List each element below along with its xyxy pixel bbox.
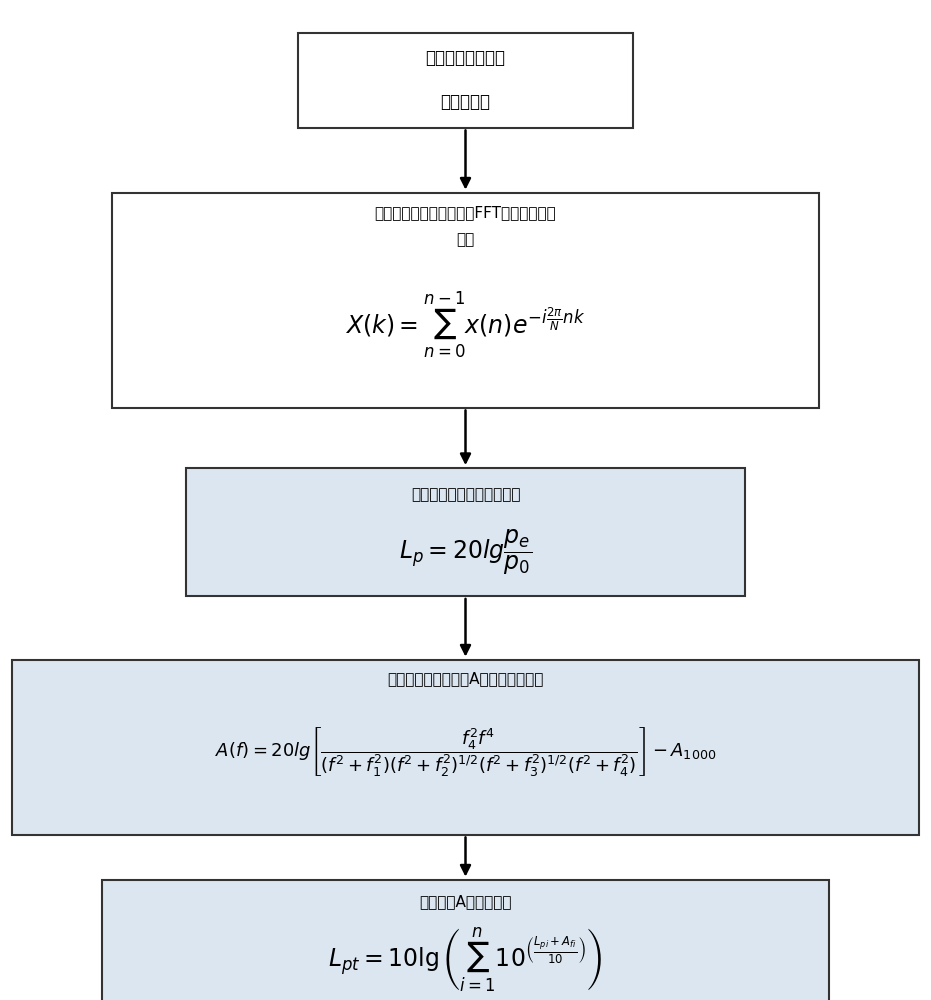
FancyBboxPatch shape xyxy=(186,468,745,596)
FancyBboxPatch shape xyxy=(12,660,920,834)
FancyBboxPatch shape xyxy=(298,32,633,127)
Text: 声声压信号: 声声压信号 xyxy=(440,93,491,111)
Text: $A(f) = 20lg\left[\dfrac{f_4^2 f^4}{(f^2+f_1^2)(f^2+f_2^2)^{1/2}(f^2+f_3^2)^{1/2: $A(f) = 20lg\left[\dfrac{f_4^2 f^4}{(f^2… xyxy=(215,726,716,778)
FancyBboxPatch shape xyxy=(112,193,819,408)
Text: 计算总的A计权声压级: 计算总的A计权声压级 xyxy=(419,894,512,910)
Text: $X(k) = \sum_{n=0}^{n-1} x(n)e^{-i\frac{2\pi}{N}nk}$: $X(k) = \sum_{n=0}^{n-1} x(n)e^{-i\frac{… xyxy=(345,290,586,360)
Text: 计算频谱各频率处的A计权修正分贝值: 计算频谱各频率处的A计权修正分贝值 xyxy=(387,672,544,686)
Text: 采集水泵和电机噪: 采集水泵和电机噪 xyxy=(425,49,506,67)
Text: 频谱: 频谱 xyxy=(456,232,475,247)
Text: 对原始噪声声压信号进行FFT分析得到噪声: 对原始噪声声压信号进行FFT分析得到噪声 xyxy=(374,206,557,221)
Text: 计算频谱各频率处的声压值: 计算频谱各频率处的声压值 xyxy=(411,488,520,502)
Text: $L_{pt} = 10\lg\left(\sum_{i=1}^{n} 10^{\left(\frac{L_{pi}+A_{fi}}{10}\right)}\r: $L_{pt} = 10\lg\left(\sum_{i=1}^{n} 10^{… xyxy=(329,926,602,994)
Text: $L_p = 20lg\dfrac{p_e}{p_0}$: $L_p = 20lg\dfrac{p_e}{p_0}$ xyxy=(398,527,533,577)
FancyBboxPatch shape xyxy=(102,880,829,1000)
